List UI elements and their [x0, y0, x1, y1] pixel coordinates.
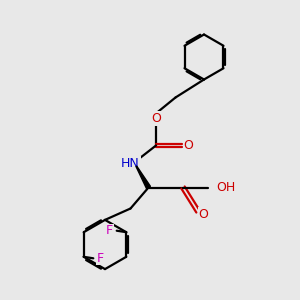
Text: O: O — [183, 139, 193, 152]
Text: O: O — [151, 112, 161, 125]
Text: O: O — [199, 208, 208, 221]
Text: OH: OH — [216, 181, 235, 194]
Text: F: F — [106, 224, 113, 237]
Polygon shape — [136, 166, 151, 189]
Text: F: F — [97, 252, 104, 265]
Text: HN: HN — [121, 157, 140, 170]
